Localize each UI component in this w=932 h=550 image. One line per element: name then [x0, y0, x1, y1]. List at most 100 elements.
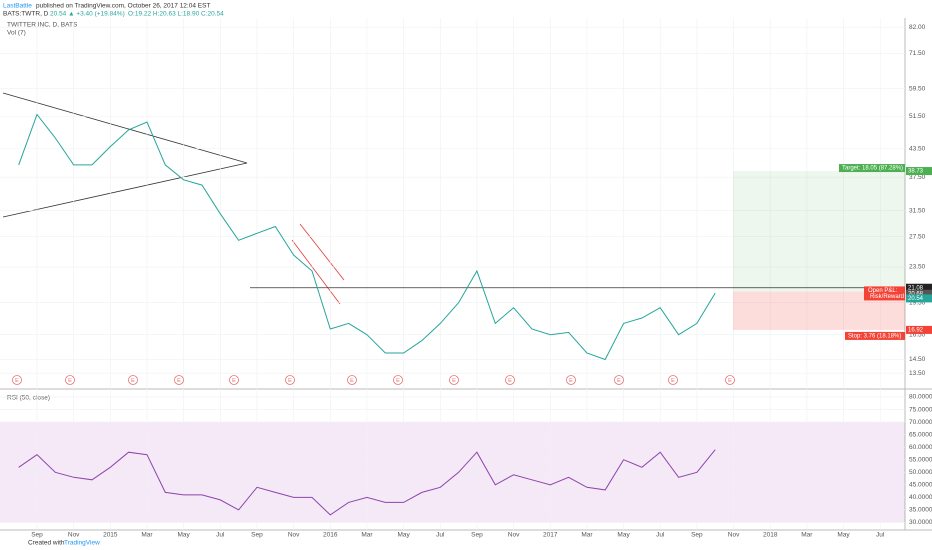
x-tick-label: 2015 [103, 532, 118, 539]
earnings-label: E [350, 378, 354, 384]
y-tick-label: 65.0000 [909, 431, 932, 438]
earnings-marker [668, 375, 678, 385]
target-tag-bg [906, 167, 932, 176]
y-tick-label: 13.50 [909, 370, 926, 377]
last-tag-bg [906, 294, 932, 303]
y-tick-label: 55.0000 [909, 456, 932, 463]
volume-label: Vol (7) [7, 30, 26, 37]
y-tick-label: 35.0000 [909, 507, 932, 514]
y-tick-label: 59.50 [909, 85, 926, 92]
x-tick-label: Nov [728, 532, 740, 539]
y-tick-label: 40.0000 [909, 494, 932, 501]
y-tick-label: 37.50 [909, 174, 926, 181]
earnings-label: E [396, 378, 400, 384]
x-tick-label: Nov [508, 532, 520, 539]
y-tick-label: 43.50 [909, 145, 926, 152]
earnings-marker [393, 375, 403, 385]
x-tick-label: Mar [801, 532, 813, 539]
target-label-bg [839, 164, 905, 173]
target-zone [733, 171, 905, 292]
earnings-label: E [68, 378, 72, 384]
y-tick-label: 45.0000 [909, 482, 932, 489]
earnings-marker [12, 375, 22, 385]
x-tick-label: Nov [68, 532, 80, 539]
footer-brand[interactable]: TradingView [64, 540, 100, 547]
y-tick-label: 60.0000 [909, 444, 932, 451]
earnings-label: E [617, 378, 621, 384]
y-tick-label: 30.0000 [909, 519, 932, 526]
triangle-upper [2, 92, 248, 164]
earnings-marker [347, 375, 357, 385]
pnl-bg [864, 286, 905, 301]
author[interactable]: LastBattle [3, 3, 32, 10]
earnings-marker [229, 375, 239, 385]
earnings-label: E [452, 378, 456, 384]
published: published on TradingView.com, October 26… [36, 3, 210, 10]
x-tick-label: Sep [691, 532, 703, 539]
y-tick-label: 75.0000 [909, 406, 932, 413]
y-tick-label: 50.0000 [909, 469, 932, 476]
open-pnl-label: Open P&L: [868, 288, 898, 294]
y-tick-label: 51.50 [909, 113, 926, 120]
earnings-marker [614, 375, 624, 385]
stop-label-bg [845, 331, 905, 340]
earnings-label: E [508, 378, 512, 384]
x-tick-label: Mar [361, 532, 373, 539]
earnings-label: E [232, 378, 236, 384]
x-tick-label: Sep [31, 532, 43, 539]
channel-upper [299, 223, 345, 281]
earnings-marker [505, 375, 515, 385]
entry-tag-bg [906, 289, 932, 298]
x-tick-label: Jul [216, 532, 225, 539]
earnings-marker [566, 375, 576, 385]
earnings-label: E [177, 378, 181, 384]
triangle-lower [2, 162, 248, 218]
target-tag: 38.73 [908, 169, 924, 175]
x-tick-label: Mar [141, 532, 153, 539]
x-tick-label: May [178, 532, 191, 539]
last-tag: 20.54 [908, 296, 924, 302]
ohlc: O:19.22 H:20.63 L:18.90 C:20.54 [128, 11, 224, 18]
stop-label: Stop: 3.76 (18.18%) [848, 333, 901, 339]
y-tick-label: 23.50 [909, 264, 926, 271]
y-tick-label: 70.0000 [909, 419, 932, 426]
footer-created: Created with [28, 540, 65, 547]
earnings-label: E [131, 378, 135, 384]
earnings-label: E [288, 378, 292, 384]
stop-tag: 16.92 [908, 327, 924, 333]
y-tick-label: 82.00 [909, 24, 926, 31]
x-tick-label: Jul [876, 532, 885, 539]
earnings-marker [725, 375, 735, 385]
rsi-title: RSI (50, close) [7, 395, 50, 402]
x-tick-label: May [617, 532, 630, 539]
entry-tag: 20.68 [908, 291, 924, 297]
earnings-marker [65, 375, 75, 385]
series-line [18, 449, 716, 516]
channel-lower [291, 239, 341, 305]
risk-reward-label: Risk/Reward [870, 294, 904, 300]
earnings-marker [174, 375, 184, 385]
earnings-label: E [569, 378, 573, 384]
drawings [2, 92, 345, 305]
x-tick-label: Nov [288, 532, 300, 539]
x-tick-label: May [837, 532, 850, 539]
x-tick-label: Jul [656, 532, 665, 539]
pane-title: TWITTER INC, D, BATS [7, 22, 78, 29]
stop-tag-bg [906, 325, 932, 334]
x-tick-label: May [397, 532, 410, 539]
change: 20.54 ▲ +3.40 (+19.84%) [50, 11, 125, 18]
y-tick-label: 31.50 [909, 207, 926, 214]
target-label: Target: 18.05 (87.28%) [842, 166, 903, 172]
x-tick-label: 2016 [323, 532, 338, 539]
y-tick-label: 14.50 [909, 356, 926, 363]
y-tick-label: 19.50 [909, 299, 926, 306]
x-tick-label: Mar [581, 532, 593, 539]
y-tick-label: 80.0000 [909, 394, 932, 401]
x-tick-label: 2017 [543, 532, 558, 539]
level-tag-bg [906, 283, 932, 292]
series-line [18, 113, 716, 361]
level-tag: 21.08 [908, 285, 924, 291]
